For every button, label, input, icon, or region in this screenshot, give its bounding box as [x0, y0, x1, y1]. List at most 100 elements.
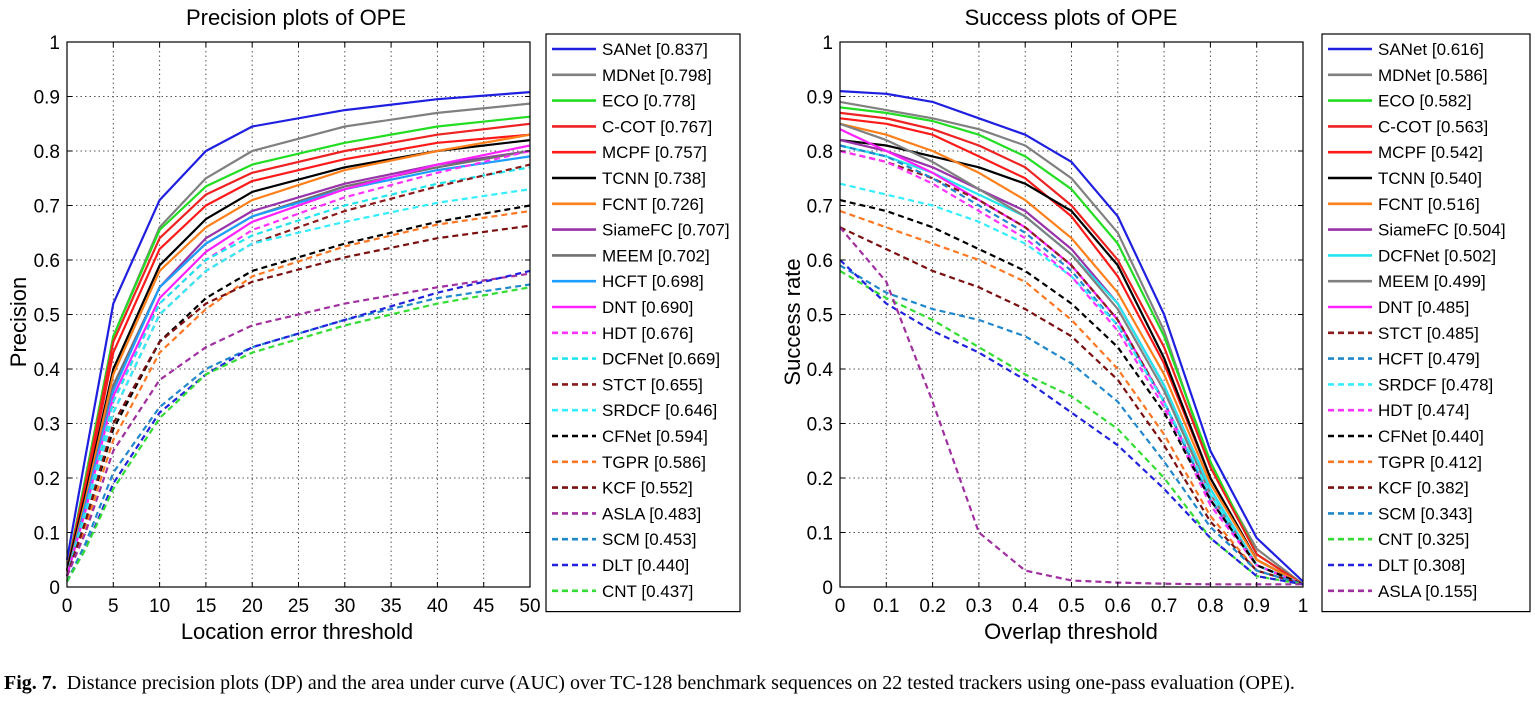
x-tick-label: 0.2 — [919, 596, 945, 617]
y-tick-label: 0.5 — [34, 306, 60, 327]
legend-label: DLT [0.308] — [1378, 556, 1465, 575]
series-line — [65, 204, 531, 577]
y-tick-label: 0.2 — [34, 469, 60, 490]
legend-box — [545, 33, 741, 613]
legend-label: STCT [0.485] — [1378, 324, 1479, 343]
legend-label: C-COT [0.767] — [602, 117, 712, 136]
chart-title: Precision plots of OPE — [186, 5, 406, 30]
y-tick-label: 0.8 — [807, 142, 833, 163]
legend-label: CFNet [0.594] — [602, 427, 708, 446]
chart-title: Success plots of OPE — [965, 5, 1178, 30]
y-tick-label: 0.2 — [807, 469, 833, 490]
series-line — [66, 286, 531, 583]
series-line — [839, 209, 1304, 586]
y-tick-label: 0.3 — [807, 415, 833, 436]
y-tick-label: 0.7 — [807, 197, 833, 218]
x-tick-label: 5 — [108, 596, 119, 617]
y-tick-label: 0 — [822, 578, 833, 599]
series-line — [65, 144, 531, 577]
x-axis-label: Location error threshold — [181, 619, 413, 644]
legend-label: DNT [0.485] — [1378, 298, 1469, 317]
series-line — [839, 128, 1304, 586]
legend-label: SCM [0.453] — [602, 530, 697, 549]
legend-label: STCT [0.655] — [602, 375, 703, 394]
x-tick-label: 40 — [427, 596, 448, 617]
y-tick-label: 0.6 — [807, 251, 833, 272]
x-tick-label: 15 — [195, 596, 216, 617]
series-line — [839, 111, 1304, 586]
legend-label: DCFNet [0.502] — [1378, 246, 1496, 265]
legend-label: MDNet [0.586] — [1378, 66, 1488, 85]
y-tick-label: 0.1 — [807, 524, 833, 545]
series-line — [839, 149, 1304, 586]
legend-label: DLT [0.440] — [602, 556, 689, 575]
legend-label: MDNet [0.798] — [602, 66, 712, 85]
series-line — [839, 226, 1303, 586]
y-tick-label: 1 — [49, 33, 60, 54]
series-line — [839, 122, 1304, 586]
series-line — [65, 224, 531, 577]
series-line — [65, 122, 531, 571]
legend-label: SRDCF [0.646] — [602, 401, 717, 420]
series-line — [839, 226, 1304, 586]
y-tick-label: 0.8 — [34, 142, 60, 163]
series-line — [839, 269, 1304, 586]
figure-caption: Fig. 7. Distance precision plots (DP) an… — [4, 672, 1532, 695]
y-tick-label: 0.6 — [34, 251, 60, 272]
y-tick-label: 0.5 — [807, 306, 833, 327]
caption-label: Fig. 7. — [4, 672, 57, 694]
x-tick-label: 25 — [288, 596, 309, 617]
legend-label: CNT [0.437] — [602, 582, 693, 601]
legend-label: SANet [0.837] — [602, 40, 708, 59]
legend-label: C-COT [0.563] — [1378, 117, 1488, 136]
x-tick-label: 0.8 — [1197, 596, 1223, 617]
y-tick-label: 1 — [822, 33, 833, 54]
legend-label: TCNN [0.738] — [602, 169, 706, 188]
legend-label: HCFT [0.698] — [602, 272, 704, 291]
legend-label: HDT [0.474] — [1378, 401, 1469, 420]
x-tick-label: 10 — [149, 596, 170, 617]
series-line — [839, 182, 1304, 586]
series-line — [839, 106, 1304, 586]
legend-label: MCPF [0.542] — [1378, 143, 1483, 162]
series-line — [65, 91, 531, 560]
legend-label: TGPR [0.412] — [1378, 453, 1482, 472]
legend-label: CFNet [0.440] — [1378, 427, 1484, 446]
legend-label: KCF [0.382] — [1378, 479, 1469, 498]
y-tick-label: 0 — [49, 578, 60, 599]
legend-label: SRDCF [0.478] — [1378, 375, 1493, 394]
y-tick-label: 0.4 — [34, 360, 61, 381]
legend-label: MEEM [0.702] — [602, 246, 710, 265]
series-line — [839, 264, 1304, 586]
x-tick-label: 1 — [1298, 596, 1309, 617]
legend-label: FCNT [0.726] — [602, 195, 704, 214]
series-line — [66, 283, 531, 582]
series-line — [65, 209, 531, 577]
y-tick-label: 0.9 — [34, 88, 60, 109]
legend-label: SANet [0.616] — [1378, 40, 1484, 59]
legend-label: SCM [0.343] — [1378, 504, 1473, 523]
legend-box — [1321, 33, 1531, 613]
legend-label: DNT [0.690] — [602, 298, 693, 317]
x-tick-label: 35 — [381, 596, 402, 617]
legend-label: ECO [0.778] — [602, 92, 696, 111]
series-line — [65, 163, 531, 577]
y-tick-label: 0.4 — [807, 360, 834, 381]
y-tick-label: 0.3 — [34, 415, 60, 436]
y-tick-label: 0.1 — [34, 524, 60, 545]
x-tick-label: 0.1 — [873, 596, 899, 617]
x-tick-label: 0.3 — [966, 596, 992, 617]
y-axis-label: Precision — [6, 277, 31, 367]
x-tick-label: 0 — [62, 596, 73, 617]
y-tick-label: 0.9 — [807, 88, 833, 109]
x-tick-label: 50 — [519, 596, 540, 617]
caption-text: Distance precision plots (DP) and the ar… — [66, 672, 1295, 694]
x-tick-label: 20 — [242, 596, 263, 617]
series-line — [839, 199, 1304, 586]
series-line — [65, 133, 531, 577]
series-line — [65, 133, 531, 571]
legend-label: TGPR [0.586] — [602, 453, 706, 472]
series-line — [65, 155, 531, 577]
legend-label: KCF [0.552] — [602, 479, 693, 498]
